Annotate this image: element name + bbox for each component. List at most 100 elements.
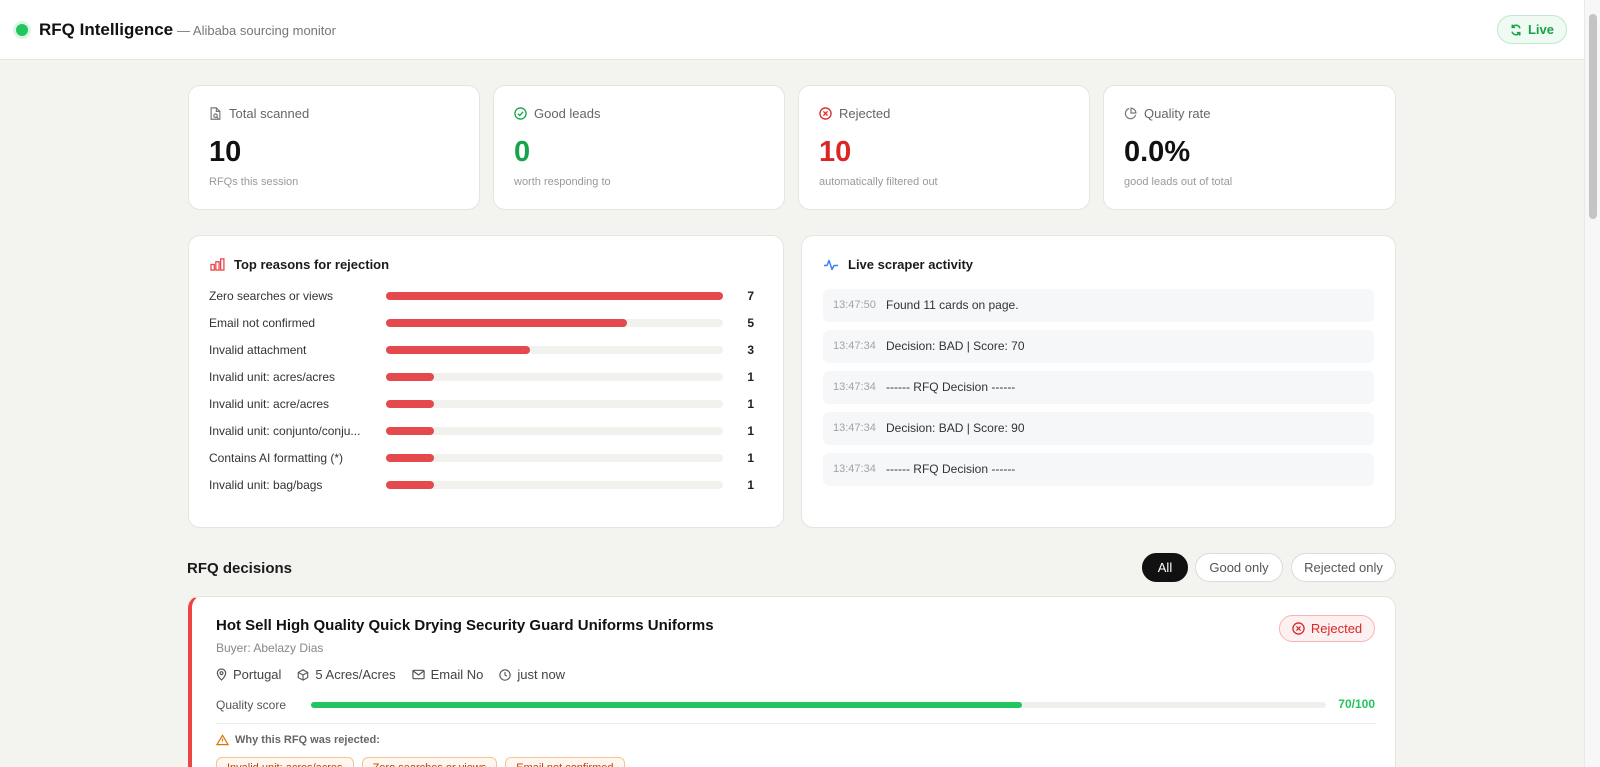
reason-count: 5 xyxy=(747,316,754,330)
reason-row: Invalid unit: conjunto/conju... 1 xyxy=(209,421,754,441)
scrollbar[interactable] xyxy=(1584,0,1600,767)
reason-row: Invalid unit: bag/bags 1 xyxy=(209,475,754,495)
reason-count: 1 xyxy=(747,478,754,492)
rejection-tag: Email not confirmed xyxy=(505,757,625,767)
rejection-reason-heading: Why this RFQ was rejected: xyxy=(216,734,380,746)
reason-bar-fill xyxy=(386,292,723,300)
reason-bar-fill xyxy=(386,319,627,327)
reason-row: Zero searches or views 7 xyxy=(209,286,754,306)
log-message: ------ RFQ Decision ------ xyxy=(886,380,1016,394)
log-time: 13:47:34 xyxy=(833,340,876,352)
reason-bar-track xyxy=(386,373,723,381)
why-label: Why this RFQ was rejected: xyxy=(235,734,380,746)
meta-country-text: Portugal xyxy=(233,667,282,682)
log-time: 13:47:34 xyxy=(833,463,876,475)
rejection-reasons-panel: Top reasons for rejection Zero searches … xyxy=(188,235,784,528)
filter-good-only-button[interactable]: Good only xyxy=(1195,553,1283,582)
reason-bar-fill xyxy=(386,373,435,381)
rejected-badge: Rejected xyxy=(1279,615,1375,642)
reason-count: 1 xyxy=(747,370,754,384)
x-circle-icon xyxy=(819,107,832,120)
log-entry: 13:47:50 Found 11 cards on page. xyxy=(823,289,1374,322)
section-title: RFQ decisions xyxy=(187,560,293,577)
check-circle-icon xyxy=(514,107,527,120)
scrollbar-thumb[interactable] xyxy=(1589,14,1597,219)
log-message: ------ RFQ Decision ------ xyxy=(886,462,1016,476)
reason-bar-fill xyxy=(386,454,435,462)
meta-time-text: just now xyxy=(517,667,566,682)
status-dot xyxy=(16,24,28,36)
reason-bar-track xyxy=(386,481,723,489)
meta-email-text: Email No xyxy=(430,667,484,682)
stat-value: 0 xyxy=(514,136,531,168)
log-message: Decision: BAD | Score: 70 xyxy=(886,339,1025,353)
quality-score-fill xyxy=(311,702,1022,708)
quality-score-label: Quality score xyxy=(216,698,287,712)
stat-note: good leads out of total xyxy=(1124,176,1233,188)
reason-row: Contains AI formatting (*) 1 xyxy=(209,448,754,468)
stat-value: 0.0% xyxy=(1124,136,1191,168)
meta-quantity: 5 Acres/Acres xyxy=(297,667,396,682)
reason-label: Contains AI formatting (*) xyxy=(209,451,344,465)
reason-label: Zero searches or views xyxy=(209,289,334,303)
reason-row: Invalid unit: acres/acres 1 xyxy=(209,367,754,387)
reason-label: Invalid unit: acre/acres xyxy=(209,397,330,411)
app-subtitle: — Alibaba sourcing monitor xyxy=(177,23,336,38)
log-entry: 13:47:34 Decision: BAD | Score: 90 xyxy=(823,412,1374,445)
reason-bar-track xyxy=(386,400,723,408)
rejection-tags: Invalid unit: acres/acres Zero searches … xyxy=(216,757,625,767)
reason-label: Email not confirmed xyxy=(209,316,316,330)
stat-note: automatically filtered out xyxy=(819,176,938,188)
rfq-title[interactable]: Hot Sell High Quality Quick Drying Secur… xyxy=(216,617,714,634)
reason-bar-fill xyxy=(386,481,435,489)
clock-icon xyxy=(499,668,512,681)
stat-card-total-scanned: Total scanned 10 RFQs this session xyxy=(188,85,480,210)
log-message: Decision: BAD | Score: 90 xyxy=(886,421,1025,435)
log-message: Found 11 cards on page. xyxy=(886,298,1019,312)
top-bar: RFQ Intelligence — Alibaba sourcing moni… xyxy=(0,0,1584,60)
reason-count: 1 xyxy=(747,397,754,411)
reason-bar-fill xyxy=(386,400,435,408)
stat-label: Total scanned xyxy=(229,106,310,121)
reason-count: 1 xyxy=(747,451,754,465)
reason-count: 3 xyxy=(747,343,754,357)
refresh-icon xyxy=(1510,23,1522,36)
rfq-card[interactable]: Hot Sell High Quality Quick Drying Secur… xyxy=(188,596,1396,767)
reason-label: Invalid unit: acres/acres xyxy=(209,370,336,384)
stat-card-rejected: Rejected 10 automatically filtered out xyxy=(798,85,1090,210)
reason-row: Invalid attachment 3 xyxy=(209,340,754,360)
divider xyxy=(216,723,1376,724)
bar-chart-icon xyxy=(210,258,225,271)
stat-note: RFQs this session xyxy=(209,176,299,188)
scraper-activity-panel: Live scraper activity 13:47:50 Found 11 c… xyxy=(801,235,1396,528)
activity-pulse-icon xyxy=(823,259,839,271)
stat-note: worth responding to xyxy=(514,176,611,188)
rfq-buyer: Buyer: Abelazy Dias xyxy=(216,641,324,655)
log-time: 13:47:50 xyxy=(833,299,876,311)
quality-score-bar xyxy=(311,702,1326,708)
filter-rejected-only-button[interactable]: Rejected only xyxy=(1291,553,1396,582)
log-entry: 13:47:34 Decision: BAD | Score: 70 xyxy=(823,330,1374,363)
log-time: 13:47:34 xyxy=(833,422,876,434)
log-time: 13:47:34 xyxy=(833,381,876,393)
filter-all-button[interactable]: All xyxy=(1142,553,1188,582)
pie-chart-icon xyxy=(1124,107,1137,120)
stat-card-good-leads: Good leads 0 worth responding to xyxy=(493,85,785,210)
reason-bar-track xyxy=(386,319,723,327)
meta-email: Email No xyxy=(411,667,484,682)
reason-label: Invalid attachment xyxy=(209,343,307,357)
badge-label: Rejected xyxy=(1310,621,1363,636)
document-search-icon xyxy=(209,106,222,121)
app-title: RFQ Intelligence xyxy=(39,20,174,39)
reason-bar-fill xyxy=(386,427,435,435)
stat-label: Quality rate xyxy=(1144,106,1211,121)
rejection-tag: Invalid unit: acres/acres xyxy=(216,757,354,767)
live-label: Live xyxy=(1527,22,1554,37)
mail-icon xyxy=(411,669,425,680)
reason-count: 1 xyxy=(747,424,754,438)
stat-value: 10 xyxy=(209,136,242,168)
stat-label: Rejected xyxy=(839,106,891,121)
live-button[interactable]: Live xyxy=(1497,15,1567,44)
stat-value: 10 xyxy=(819,136,852,168)
rfq-meta: Portugal 5 Acres/Acres Email No just now xyxy=(216,667,565,682)
